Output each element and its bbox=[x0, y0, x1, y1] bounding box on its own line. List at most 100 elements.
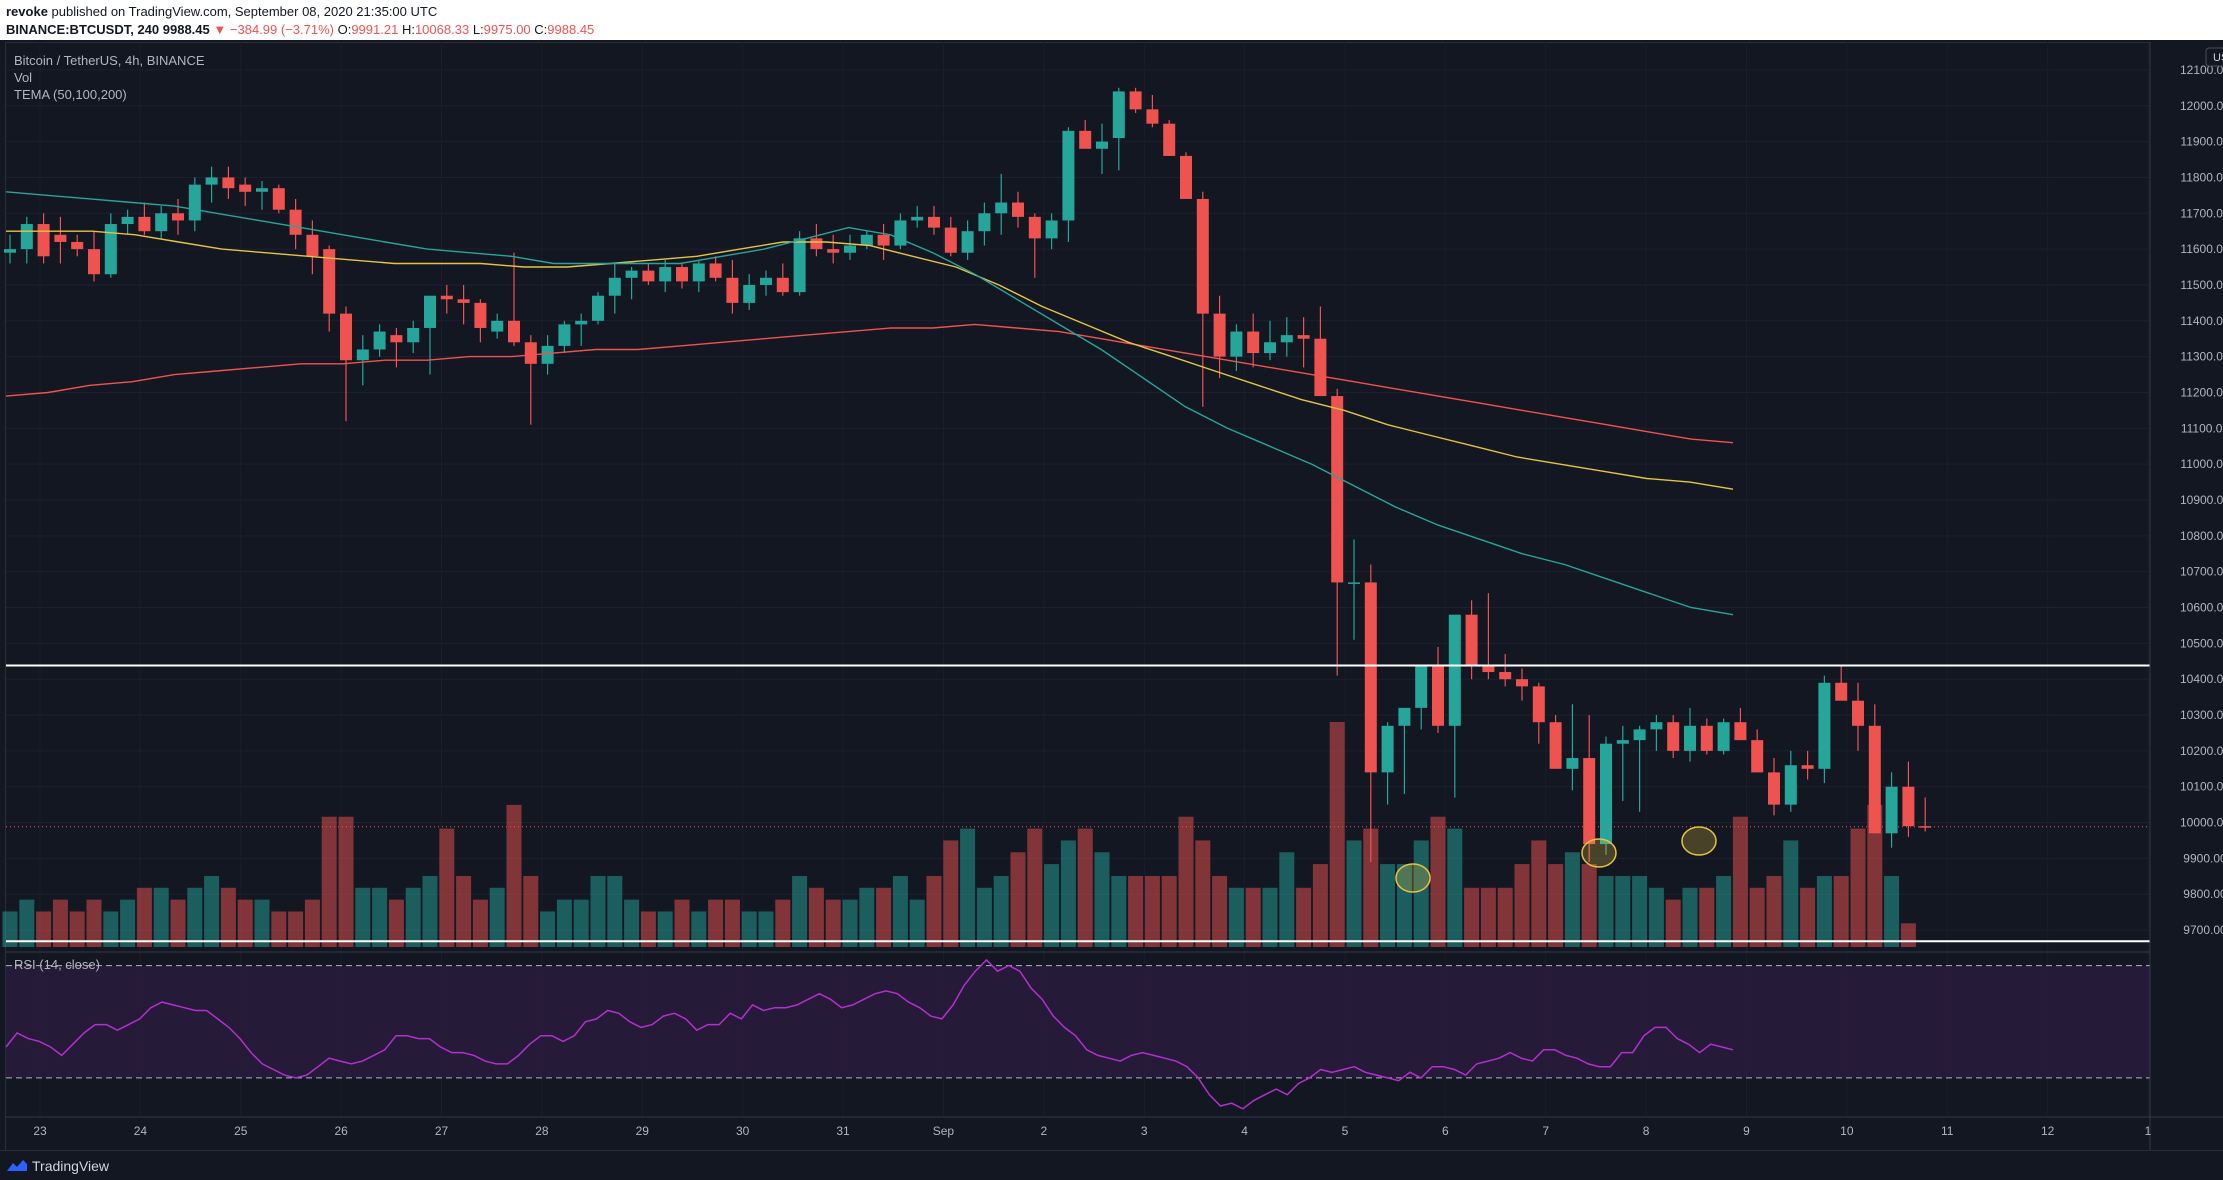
volume-bar bbox=[52, 899, 68, 947]
volume-bar bbox=[422, 875, 438, 947]
candle-body bbox=[877, 234, 890, 246]
author-name[interactable]: revoke bbox=[6, 4, 48, 19]
candle-body bbox=[1163, 123, 1176, 156]
volume-bar bbox=[372, 887, 388, 947]
candle-body bbox=[121, 216, 134, 225]
candle-body bbox=[1616, 740, 1629, 744]
volume-bar bbox=[1027, 828, 1043, 947]
volume-bar bbox=[1010, 852, 1026, 947]
currency-badge bbox=[2205, 47, 2223, 67]
volume-bar bbox=[1060, 840, 1076, 947]
price-tick-label: 10400.00 bbox=[2180, 672, 2223, 686]
candle-body bbox=[155, 213, 168, 232]
candle-body bbox=[1348, 582, 1360, 584]
time-tick-label: 6 bbox=[1442, 1124, 1449, 1138]
volume-bar bbox=[993, 875, 1009, 947]
candle-body bbox=[356, 349, 369, 361]
price-tick-label: 9800.00 bbox=[2183, 887, 2223, 901]
candle-body bbox=[1432, 664, 1444, 726]
candle-body bbox=[760, 277, 772, 285]
rsi-band bbox=[6, 965, 2150, 1078]
candle-body bbox=[390, 335, 403, 343]
volume-bar bbox=[1732, 816, 1748, 947]
candle-body bbox=[524, 342, 537, 364]
candle-body bbox=[1885, 786, 1898, 834]
candle-body bbox=[676, 267, 688, 282]
volume-bar bbox=[859, 887, 875, 947]
candle-body bbox=[239, 184, 252, 192]
volume-bar bbox=[1548, 864, 1564, 947]
candle-body bbox=[1801, 765, 1814, 769]
candle-body bbox=[659, 267, 672, 282]
volume-bar bbox=[456, 875, 472, 947]
volume-bar bbox=[1665, 899, 1681, 947]
volume-bar bbox=[204, 875, 220, 947]
candle-body bbox=[272, 188, 285, 210]
candle-body bbox=[1566, 758, 1579, 769]
candle-body bbox=[54, 234, 67, 242]
volume-bar bbox=[1867, 804, 1883, 947]
candle-body bbox=[104, 224, 117, 275]
candle-body bbox=[592, 295, 604, 321]
price-tick-label: 11000.00 bbox=[2180, 457, 2223, 471]
down-arrow-icon: ▼ bbox=[213, 22, 227, 37]
volume-bar bbox=[1615, 875, 1631, 947]
candle-body bbox=[978, 213, 991, 232]
wick-highlight-circle bbox=[1395, 863, 1431, 893]
candle-body bbox=[1717, 722, 1730, 751]
volume-bar bbox=[556, 899, 572, 947]
brand-name[interactable]: TradingView bbox=[32, 1158, 110, 1174]
price-chart[interactable]: 10438.349668.739988.4502:25:01 60.0040.0… bbox=[0, 0, 2223, 1150]
candle-body bbox=[1264, 342, 1276, 354]
candle-body bbox=[1482, 664, 1495, 673]
candle-body bbox=[961, 231, 974, 253]
candle-body bbox=[944, 227, 957, 253]
candle-body bbox=[743, 284, 756, 303]
candle-body bbox=[1448, 614, 1461, 726]
price-tick-label: 10600.00 bbox=[2180, 601, 2223, 615]
candle-body bbox=[625, 270, 638, 278]
volume-bar bbox=[1648, 887, 1664, 947]
candle-body bbox=[1532, 686, 1545, 723]
volume-bar bbox=[19, 899, 35, 947]
time-tick-label: 23 bbox=[33, 1124, 47, 1138]
volume-bar bbox=[842, 899, 858, 947]
volume-bar bbox=[489, 887, 505, 947]
volume-bar bbox=[1833, 875, 1849, 947]
volume-bar bbox=[976, 887, 992, 947]
candle-body bbox=[1112, 91, 1125, 139]
candle-body bbox=[1196, 198, 1209, 314]
candle-body bbox=[827, 249, 840, 253]
volume-bar bbox=[657, 911, 673, 947]
price-tick-label: 10200.00 bbox=[2180, 744, 2223, 758]
volume-bar bbox=[708, 899, 724, 947]
candle-body bbox=[1045, 220, 1058, 239]
candle-body bbox=[474, 302, 487, 328]
volume-bar bbox=[1245, 887, 1261, 947]
volume-bar bbox=[1514, 864, 1530, 947]
candle-body bbox=[172, 213, 184, 221]
candle-body bbox=[1768, 772, 1780, 805]
time-tick-label: 11 bbox=[1941, 1124, 1954, 1138]
candle-body bbox=[440, 295, 453, 300]
candle-body bbox=[20, 224, 33, 250]
candle-body bbox=[995, 202, 1008, 214]
volume-bar bbox=[1363, 828, 1379, 947]
volume-bar bbox=[1699, 887, 1715, 947]
candle-body bbox=[1499, 672, 1512, 680]
time-tick-label: 31 bbox=[836, 1124, 850, 1138]
chart-legend-title: Bitcoin / TetherUS, 4h, BINANCE bbox=[14, 53, 205, 68]
volume-bar bbox=[1111, 875, 1127, 947]
volume-bar bbox=[69, 911, 85, 947]
volume-bar bbox=[86, 899, 102, 947]
price-tick-label: 10900.00 bbox=[2180, 493, 2223, 507]
volume-bar bbox=[758, 911, 774, 947]
low-label: L: bbox=[472, 22, 484, 37]
price-tick-label: 11300.00 bbox=[2180, 350, 2223, 364]
candle-body bbox=[1297, 335, 1310, 339]
candle-body bbox=[894, 220, 907, 246]
volume-bar bbox=[540, 911, 556, 947]
volume-bar bbox=[909, 899, 925, 947]
price-tick-label: 11500.00 bbox=[2180, 278, 2223, 292]
tema-100-line bbox=[6, 230, 1734, 490]
